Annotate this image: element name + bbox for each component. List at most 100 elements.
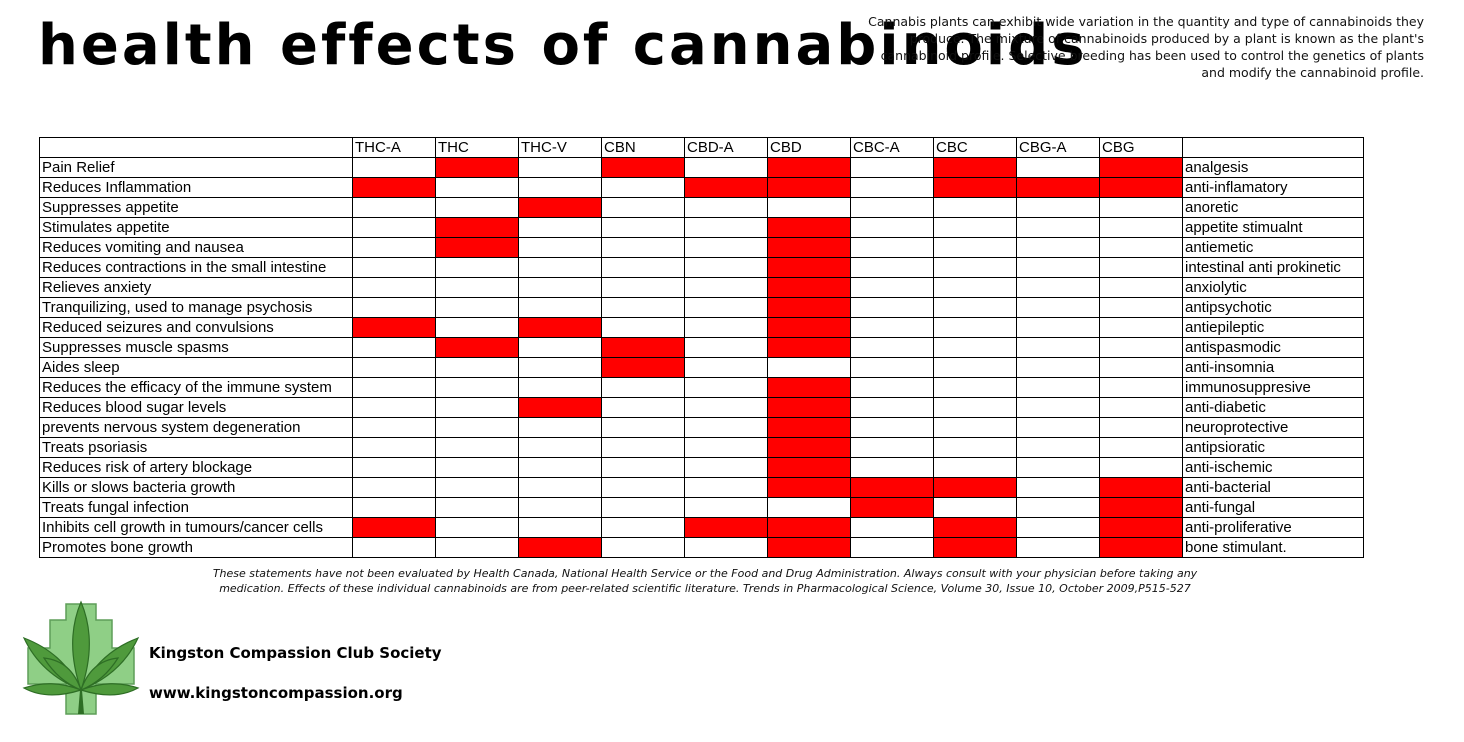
table-row: Reduces vomiting and nausea antiemetic [39, 237, 1364, 258]
cell-empty [1016, 477, 1100, 498]
cell-empty [435, 357, 519, 378]
column-header: CBD [767, 137, 851, 158]
cell-empty [601, 417, 685, 438]
medical-term: analgesis [1182, 157, 1364, 178]
cell-empty [352, 377, 436, 398]
cell-empty [933, 437, 1017, 458]
cell-empty [850, 437, 934, 458]
table-row: Suppresses appetite anoretic [39, 197, 1364, 218]
cell-empty [1099, 317, 1183, 338]
cell-empty [1099, 397, 1183, 418]
cell-empty [601, 397, 685, 418]
cell-marked [1099, 157, 1183, 178]
cell-marked [767, 257, 851, 278]
cell-empty [684, 157, 768, 178]
cell-marked [1016, 177, 1100, 198]
org-name: Kingston Compassion Club Society [149, 644, 442, 662]
cell-empty [1016, 417, 1100, 438]
cell-empty [850, 317, 934, 338]
effect-label: Stimulates appetite [39, 217, 353, 238]
effect-label: Reduced seizures and convulsions [39, 317, 353, 338]
table-row: Tranquilizing, used to manage psychosis a… [39, 297, 1364, 318]
cell-empty [850, 217, 934, 238]
cell-empty [1016, 497, 1100, 518]
cell-empty [933, 397, 1017, 418]
medical-term: anti-ischemic [1182, 457, 1364, 478]
cell-marked [767, 537, 851, 558]
table-row: Inhibits cell growth in tumours/cancer c… [39, 517, 1364, 538]
cell-empty [601, 457, 685, 478]
effect-label: Reduces risk of artery blockage [39, 457, 353, 478]
cell-marked [601, 357, 685, 378]
cell-empty [352, 397, 436, 418]
cell-empty [352, 257, 436, 278]
medical-term: intestinal anti prokinetic [1182, 257, 1364, 278]
cell-empty [850, 397, 934, 418]
table-row: Reduces blood sugar levels anti-diabetic [39, 397, 1364, 418]
medical-term: anoretic [1182, 197, 1364, 218]
cell-empty [352, 157, 436, 178]
cell-empty [1016, 277, 1100, 298]
cell-marked [767, 237, 851, 258]
cell-empty [1016, 397, 1100, 418]
cell-marked [767, 297, 851, 318]
cell-empty [933, 257, 1017, 278]
cell-empty [933, 237, 1017, 258]
cell-empty [850, 297, 934, 318]
cell-empty [435, 417, 519, 438]
cell-empty [435, 457, 519, 478]
medical-term: anti-proliferative [1182, 517, 1364, 538]
org-url[interactable]: www.kingstoncompassion.org [149, 684, 403, 702]
cell-empty [767, 197, 851, 218]
cell-empty [684, 277, 768, 298]
cell-empty [684, 417, 768, 438]
cell-empty [850, 517, 934, 538]
cell-empty [518, 417, 602, 438]
cell-empty [601, 197, 685, 218]
cell-empty [933, 497, 1017, 518]
cell-marked [518, 317, 602, 338]
cell-empty [601, 377, 685, 398]
cell-empty [518, 217, 602, 238]
cell-marked [435, 337, 519, 358]
effect-label: Reduces Inflammation [39, 177, 353, 198]
cell-empty [518, 457, 602, 478]
medical-term: anti-inflamatory [1182, 177, 1364, 198]
table-row: Reduces contractions in the small intest… [39, 257, 1364, 278]
cell-empty [684, 537, 768, 558]
cell-empty [684, 497, 768, 518]
medical-term: anti-insomnia [1182, 357, 1364, 378]
medical-term: antispasmodic [1182, 337, 1364, 358]
table-row: Aides sleep anti-insomnia [39, 357, 1364, 378]
cell-marked [1099, 497, 1183, 518]
cell-empty [352, 457, 436, 478]
cell-marked [518, 397, 602, 418]
table-row: Relieves anxiety anxiolytic [39, 277, 1364, 298]
cell-marked [767, 517, 851, 538]
cell-empty [518, 297, 602, 318]
cell-marked [767, 397, 851, 418]
effect-label: Suppresses appetite [39, 197, 353, 218]
cell-empty [1016, 257, 1100, 278]
table-row: Promotes bone growth bone stimulant. [39, 537, 1364, 558]
cell-empty [1099, 437, 1183, 458]
cell-empty [601, 477, 685, 498]
cell-empty [352, 217, 436, 238]
table-row: Pain Relief analgesis [39, 157, 1364, 178]
cell-empty [1099, 237, 1183, 258]
cell-empty [1016, 237, 1100, 258]
cell-marked [933, 177, 1017, 198]
cell-marked [1099, 517, 1183, 538]
medical-term: antipsioratic [1182, 437, 1364, 458]
cell-empty [352, 537, 436, 558]
cell-empty [435, 197, 519, 218]
medical-term: neuroprotective [1182, 417, 1364, 438]
cell-empty [1016, 517, 1100, 538]
cell-empty [850, 157, 934, 178]
cell-empty [518, 277, 602, 298]
cell-empty [933, 197, 1017, 218]
medical-term: anti-bacterial [1182, 477, 1364, 498]
cell-marked [767, 377, 851, 398]
cell-marked [767, 277, 851, 298]
intro-text: Cannabis plants can exhibit wide variati… [868, 14, 1424, 80]
